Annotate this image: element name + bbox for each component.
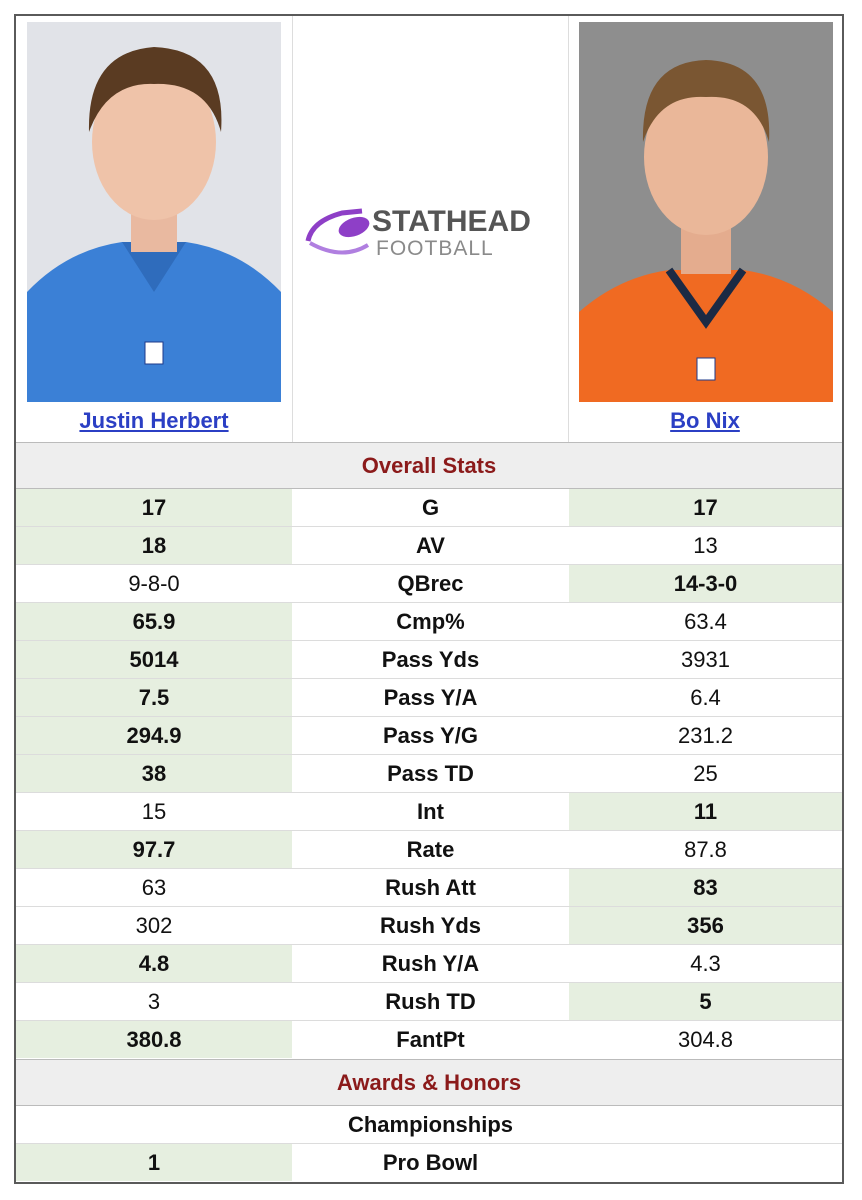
stat-value: 3 xyxy=(147,988,161,1014)
logo-text: FOOTBALL xyxy=(376,237,494,260)
stat-value: 304.8 xyxy=(677,1026,734,1052)
row-divider xyxy=(16,1143,842,1144)
stat-value: 4.8 xyxy=(16,945,292,982)
section-header: Overall Stats xyxy=(16,442,842,489)
stat-label: Cmp% xyxy=(396,608,465,634)
row-divider xyxy=(16,906,842,907)
stat-label: Rush Att xyxy=(385,874,476,900)
stat-value: 87.8 xyxy=(684,836,727,862)
row-divider xyxy=(16,754,842,755)
stat-value: 4.3 xyxy=(690,950,721,976)
stat-value: 11 xyxy=(569,793,842,830)
stat-label: Pass Yds xyxy=(381,646,480,672)
stat-label: Pass Y/G xyxy=(383,722,478,748)
row-divider xyxy=(16,944,842,945)
stat-value: 63.4 xyxy=(684,608,727,634)
stat-label: Rate xyxy=(406,836,455,862)
stat-label: Pro Bowl xyxy=(382,1149,479,1175)
stat-label: Pass TD xyxy=(387,760,474,786)
logo-swoosh xyxy=(305,208,363,242)
row-divider xyxy=(16,640,842,641)
stat-label: FantPt xyxy=(396,1026,465,1052)
row-divider xyxy=(16,982,842,983)
stat-label: QBrec xyxy=(397,570,464,596)
stat-value: 25 xyxy=(693,760,718,786)
stat-label: Int xyxy=(417,798,444,824)
stat-value: 97.7 xyxy=(16,831,292,868)
stat-value: 63 xyxy=(141,874,167,900)
stat-value: 17 xyxy=(16,489,292,526)
stat-label: Rush Yds xyxy=(379,912,482,938)
stat-value: 294.9 xyxy=(16,717,292,754)
stat-value: 1 xyxy=(16,1144,292,1181)
stathead-logo: STATHEAD FOOTBALL xyxy=(305,205,531,260)
row-divider xyxy=(16,830,842,831)
stat-value: 302 xyxy=(135,912,173,938)
stat-value: 9-8-0 xyxy=(128,570,180,596)
row-divider xyxy=(16,1020,842,1021)
comparison-card: STATHEAD FOOTBALL Justin Herbert Bo Nix … xyxy=(14,14,844,1184)
row-divider xyxy=(16,602,842,603)
stat-value: 380.8 xyxy=(16,1021,292,1058)
divider xyxy=(292,16,293,442)
stat-value: 231.2 xyxy=(677,722,734,748)
stat-value: 7.5 xyxy=(16,679,292,716)
section-header: Awards & Honors xyxy=(16,1059,842,1106)
stat-label: Rush TD xyxy=(385,988,476,1014)
stat-label: Championships xyxy=(347,1111,513,1137)
logo-swoosh xyxy=(309,241,370,255)
stat-value: 14-3-0 xyxy=(569,565,842,602)
stat-value: 65.9 xyxy=(16,603,292,640)
stat-value: 13 xyxy=(693,532,718,558)
row-divider xyxy=(16,792,842,793)
row-divider xyxy=(16,678,842,679)
stat-label: AV xyxy=(416,532,445,558)
stat-label: Pass Y/A xyxy=(383,684,478,710)
logo-ball xyxy=(338,216,370,238)
stat-value: 18 xyxy=(16,527,292,564)
stat-label: G xyxy=(421,494,440,520)
player-link[interactable]: Bo Nix xyxy=(670,408,740,433)
stat-value: 38 xyxy=(16,755,292,792)
stat-value: 17 xyxy=(569,489,842,526)
stat-value: 5 xyxy=(569,983,842,1020)
stat-value xyxy=(569,1144,842,1181)
row-divider xyxy=(16,868,842,869)
stat-value: 356 xyxy=(569,907,842,944)
stat-value: 15 xyxy=(141,798,167,824)
stat-value xyxy=(16,1106,292,1143)
player-photo-left xyxy=(27,22,281,402)
stat-value: 3931 xyxy=(681,646,730,672)
stat-value: 5014 xyxy=(16,641,292,678)
divider xyxy=(568,16,569,442)
stat-value: 6.4 xyxy=(690,684,721,710)
row-divider xyxy=(16,716,842,717)
stat-value xyxy=(569,1106,842,1143)
stat-label: Rush Y/A xyxy=(381,950,480,976)
row-divider xyxy=(16,526,842,527)
player-photo-right xyxy=(579,22,833,402)
logo-text: STATHEAD xyxy=(372,205,531,238)
player-link[interactable]: Justin Herbert xyxy=(79,408,229,433)
row-divider xyxy=(16,564,842,565)
stat-value: 83 xyxy=(569,869,842,906)
